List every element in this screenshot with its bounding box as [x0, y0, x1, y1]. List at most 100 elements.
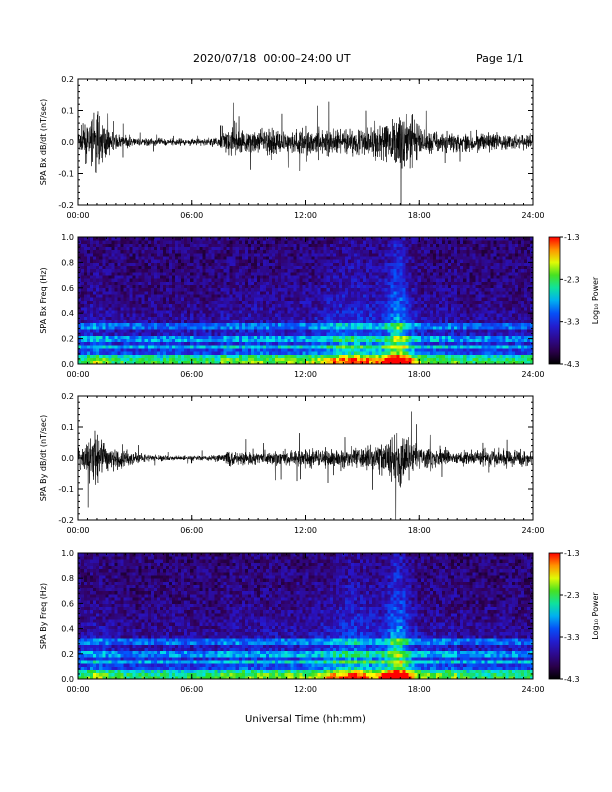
spectrogram-cell [275, 262, 279, 266]
spectrogram-cell [438, 335, 443, 339]
spectrogram-cell [299, 290, 303, 295]
spectrogram-cell [165, 281, 170, 286]
spectrogram-cell [99, 332, 103, 336]
spectrogram-cell [360, 297, 364, 301]
spectrogram-cell [138, 354, 143, 359]
spectrogram-cell [217, 290, 221, 295]
spectrogram-cell [402, 354, 406, 359]
spectrogram-cell [162, 338, 167, 343]
spectrogram-cell [150, 313, 155, 317]
spectrogram-cell [226, 348, 231, 352]
spectrogram-cell [96, 332, 100, 336]
spectrogram-cell [205, 246, 209, 251]
spectrogram-cell [78, 237, 82, 241]
spectrogram-cell [381, 240, 385, 244]
spectrogram-cell [438, 351, 443, 355]
spectrogram-cell [159, 316, 164, 320]
spectrogram-cell [387, 249, 391, 254]
spectrogram-cell [381, 360, 385, 365]
spectrogram-cell [90, 265, 94, 270]
spectrogram-cell [305, 287, 309, 292]
spectrogram-cell [129, 335, 133, 339]
spectrogram-cell [214, 329, 218, 333]
spectrogram-cell [141, 357, 146, 362]
spectrogram-cell [390, 341, 394, 346]
spectrogram-cell [250, 237, 255, 241]
spectrogram-cell [329, 325, 334, 330]
spectrogram-cell [244, 294, 249, 298]
spectrogram-cell [229, 268, 234, 273]
spectrogram-cell [153, 303, 158, 308]
spectrogram-cell [226, 240, 231, 244]
spectrogram-cell [135, 240, 140, 244]
spectrogram-cell [235, 338, 240, 343]
spectrogram-cell [335, 348, 340, 352]
spectrogram-cell [354, 237, 358, 241]
spectrogram-cell [226, 297, 231, 301]
spectrogram-cell [111, 252, 115, 257]
spectrogram-cell [290, 319, 294, 324]
spectrogram-cell [208, 316, 212, 320]
spectrogram-cell [211, 237, 215, 241]
spectrogram-cell [396, 268, 400, 273]
spectrogram-cell [396, 281, 400, 286]
spectrogram-cell [162, 300, 167, 305]
spectrogram-cell [381, 243, 385, 247]
spectrogram-cell [420, 351, 425, 355]
spectrogram-cell [193, 354, 197, 359]
spectrogram-cell [202, 246, 206, 251]
spectrogram-cell [120, 278, 124, 282]
spectrogram-cell [144, 259, 149, 263]
spectrogram-cell [172, 300, 176, 305]
spectrogram-cell [181, 275, 185, 279]
spectrogram-cell [250, 332, 255, 336]
spectrogram-cell [384, 265, 388, 270]
spectrogram-cell [132, 335, 137, 339]
spectrogram-cell [84, 341, 88, 346]
spectrogram-cell [250, 316, 255, 320]
spectrogram-cell [387, 354, 391, 359]
spectrogram-cell [351, 294, 355, 298]
spectrogram-cell [314, 335, 319, 339]
spectrogram-cell [90, 322, 94, 327]
spectrogram-cell [396, 338, 400, 343]
spectrogram-cell [84, 306, 88, 311]
spectrogram-cell [341, 313, 346, 317]
spectrogram-cell [135, 300, 140, 305]
spectrogram-cell [341, 262, 346, 266]
spectrogram-cell [363, 360, 367, 365]
spectrogram-cell [87, 256, 91, 260]
spectrogram-cell [393, 332, 397, 336]
spectrogram-cell [269, 300, 273, 305]
spectrogram-cell [153, 290, 158, 295]
spectrogram-cell [411, 275, 416, 279]
spectrogram-cell [284, 259, 288, 263]
spectrogram-cell [253, 357, 258, 362]
spectrogram-cell [372, 300, 376, 305]
spectrogram-cell [299, 351, 303, 355]
spectrogram-cell [357, 287, 361, 292]
spectrogram-cell [150, 351, 155, 355]
spectrogram-cell [120, 335, 124, 339]
spectrogram-cell [199, 259, 203, 263]
spectrogram-cell [238, 297, 243, 301]
spectrogram-cell [102, 237, 106, 241]
spectrogram-cell [287, 306, 291, 311]
spectrogram-cell [414, 259, 419, 263]
spectrogram-cell [432, 294, 437, 298]
spectrogram-cell [263, 240, 267, 244]
spectrogram-cell [123, 243, 127, 247]
spectrogram-cell [208, 240, 212, 244]
spectrogram-cell [275, 306, 279, 311]
spectrogram-cell [93, 303, 97, 308]
spectrogram-cell [372, 351, 376, 355]
spectrogram-cell [187, 341, 191, 346]
spectrogram-cell [181, 256, 185, 260]
spectrogram-cell [175, 351, 179, 355]
spectrogram-cell [169, 281, 173, 286]
spectrogram-cell [226, 316, 231, 320]
spectrogram-cell [220, 351, 224, 355]
spectrogram-cell [156, 329, 161, 333]
spectrogram-cell [253, 332, 258, 336]
spectrogram-cell [87, 357, 91, 362]
